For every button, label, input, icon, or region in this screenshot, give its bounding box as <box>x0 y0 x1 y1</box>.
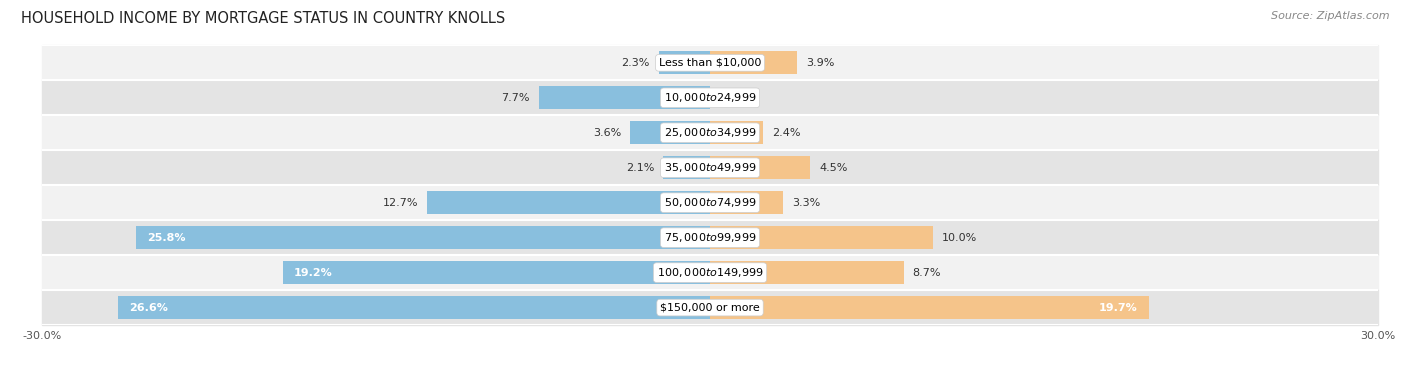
Bar <box>630 121 710 144</box>
Text: 2.4%: 2.4% <box>772 128 801 138</box>
Text: HOUSEHOLD INCOME BY MORTGAGE STATUS IN COUNTRY KNOLLS: HOUSEHOLD INCOME BY MORTGAGE STATUS IN C… <box>21 11 505 26</box>
Text: 10.0%: 10.0% <box>942 233 977 243</box>
Bar <box>710 156 810 179</box>
Bar <box>710 51 797 74</box>
Text: 12.7%: 12.7% <box>382 198 419 208</box>
Bar <box>42 45 1378 81</box>
Text: 3.9%: 3.9% <box>806 58 834 68</box>
Bar <box>42 81 1378 115</box>
Bar <box>283 261 710 284</box>
Text: $150,000 or more: $150,000 or more <box>661 303 759 313</box>
Bar <box>710 121 763 144</box>
Text: 3.6%: 3.6% <box>593 128 621 138</box>
Text: 19.7%: 19.7% <box>1098 303 1137 313</box>
Text: 3.3%: 3.3% <box>793 198 821 208</box>
Bar <box>42 290 1378 325</box>
Text: 7.7%: 7.7% <box>501 93 530 103</box>
Bar <box>42 255 1378 290</box>
Bar <box>710 226 932 249</box>
Text: $25,000 to $34,999: $25,000 to $34,999 <box>664 126 756 139</box>
Text: 2.1%: 2.1% <box>626 163 654 173</box>
Bar <box>427 191 710 214</box>
Text: 8.7%: 8.7% <box>912 268 941 277</box>
Bar <box>42 185 1378 220</box>
Text: $100,000 to $149,999: $100,000 to $149,999 <box>657 266 763 279</box>
Text: $10,000 to $24,999: $10,000 to $24,999 <box>664 91 756 104</box>
Bar <box>710 261 904 284</box>
Bar <box>118 296 710 319</box>
Legend: Without Mortgage, With Mortgage: Without Mortgage, With Mortgage <box>575 374 845 378</box>
Bar <box>42 150 1378 185</box>
Bar <box>710 191 783 214</box>
Text: Source: ZipAtlas.com: Source: ZipAtlas.com <box>1271 11 1389 21</box>
Text: $35,000 to $49,999: $35,000 to $49,999 <box>664 161 756 174</box>
Bar <box>659 51 710 74</box>
Text: 0.0%: 0.0% <box>718 93 747 103</box>
Bar <box>664 156 710 179</box>
Text: 2.3%: 2.3% <box>621 58 650 68</box>
Text: 26.6%: 26.6% <box>129 303 167 313</box>
Bar <box>135 226 710 249</box>
Text: $75,000 to $99,999: $75,000 to $99,999 <box>664 231 756 244</box>
Text: 4.5%: 4.5% <box>820 163 848 173</box>
Bar <box>42 115 1378 150</box>
Text: 25.8%: 25.8% <box>146 233 186 243</box>
Bar <box>710 296 1149 319</box>
Text: Less than $10,000: Less than $10,000 <box>659 58 761 68</box>
Bar <box>538 87 710 109</box>
Text: 19.2%: 19.2% <box>294 268 332 277</box>
Text: $50,000 to $74,999: $50,000 to $74,999 <box>664 196 756 209</box>
Bar <box>42 220 1378 255</box>
